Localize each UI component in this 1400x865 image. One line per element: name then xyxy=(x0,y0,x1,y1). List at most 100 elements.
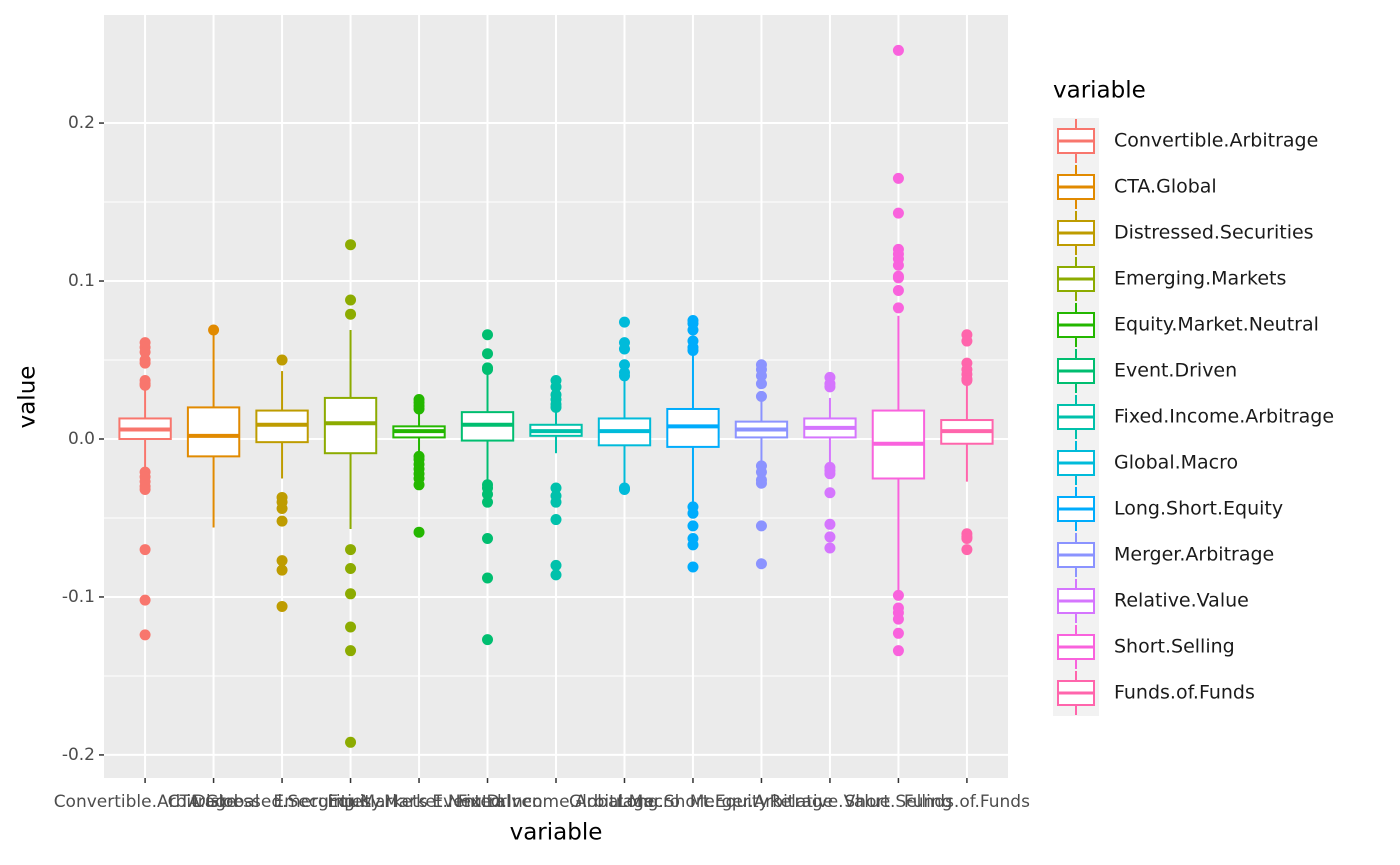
outlier xyxy=(892,645,904,657)
outlier xyxy=(276,354,288,366)
outlier xyxy=(276,564,288,576)
y-tick-label: 0.1 xyxy=(68,271,95,291)
legend-label: Event.Driven xyxy=(1114,360,1237,382)
box xyxy=(323,396,378,455)
outlier xyxy=(618,343,630,355)
y-tick-label: -0.2 xyxy=(62,745,95,765)
outlier xyxy=(139,629,151,641)
outlier xyxy=(892,259,904,271)
outlier xyxy=(139,357,151,369)
outlier xyxy=(139,379,151,391)
outlier xyxy=(892,272,904,284)
legend-label: Distressed.Securities xyxy=(1114,222,1314,244)
outlier xyxy=(961,544,973,556)
outlier xyxy=(550,559,562,571)
legend-label: Short.Selling xyxy=(1114,636,1235,658)
outlier xyxy=(961,533,973,545)
x-tick-label: Short.Selling xyxy=(844,792,952,812)
outlier xyxy=(755,477,767,489)
legend-title: variable xyxy=(1053,78,1146,104)
outlier xyxy=(345,544,357,556)
outlier xyxy=(482,533,494,545)
x-tick-label: Merger.Arbitrage xyxy=(690,792,833,812)
outlier xyxy=(345,588,357,600)
outlier xyxy=(892,613,904,625)
x-tick-label: Emerging.Markets xyxy=(273,792,427,812)
outlier xyxy=(892,302,904,314)
y-tick-label: -0.1 xyxy=(62,587,95,607)
x-tick-label: Distressed.Securities xyxy=(193,792,372,812)
outlier xyxy=(550,482,562,494)
outlier xyxy=(550,514,562,526)
outlier xyxy=(345,563,357,575)
x-tick-label: Long.Short.Equity xyxy=(617,792,768,812)
outlier xyxy=(413,479,425,491)
outlier xyxy=(687,561,699,573)
outlier xyxy=(550,401,562,413)
outlier xyxy=(961,335,973,347)
outlier xyxy=(345,736,357,748)
outlier xyxy=(345,308,357,320)
legend-label: Equity.Market.Neutral xyxy=(1114,314,1319,336)
outlier xyxy=(687,520,699,532)
outlier xyxy=(892,285,904,297)
outlier xyxy=(276,555,288,567)
box xyxy=(186,406,241,458)
outlier xyxy=(687,324,699,336)
legend-label: Funds.of.Funds xyxy=(1114,682,1255,704)
outlier xyxy=(618,370,630,382)
legend-label: Global.Macro xyxy=(1114,452,1238,474)
outlier xyxy=(482,572,494,584)
outlier xyxy=(961,375,973,387)
outlier xyxy=(755,390,767,402)
legend-label: CTA.Global xyxy=(1114,176,1217,198)
x-axis-title: variable xyxy=(510,820,603,846)
legend-label: Relative.Value xyxy=(1114,590,1249,612)
legend-label: Merger.Arbitrage xyxy=(1114,544,1274,566)
outlier xyxy=(824,531,836,543)
outlier xyxy=(139,594,151,606)
outlier xyxy=(550,496,562,508)
x-tick-label: Funds.of.Funds xyxy=(904,792,1030,812)
outlier xyxy=(824,487,836,499)
outlier xyxy=(687,507,699,519)
outlier xyxy=(618,484,630,496)
outlier xyxy=(550,381,562,393)
outlier xyxy=(755,466,767,478)
outlier xyxy=(482,348,494,360)
outlier xyxy=(687,345,699,357)
outlier xyxy=(482,496,494,508)
outlier xyxy=(139,484,151,496)
outlier xyxy=(482,363,494,375)
outlier xyxy=(892,589,904,601)
outlier xyxy=(276,600,288,612)
outlier xyxy=(824,468,836,480)
legend-label: Emerging.Markets xyxy=(1114,268,1286,290)
outlier xyxy=(482,488,494,500)
legend-label: Convertible.Arbitrage xyxy=(1114,130,1318,152)
outlier xyxy=(687,539,699,551)
y-tick-label: 0.2 xyxy=(68,113,95,133)
x-tick-label: Relative.Value xyxy=(770,792,891,812)
outlier xyxy=(892,207,904,219)
outlier xyxy=(824,542,836,554)
outlier xyxy=(345,294,357,306)
outlier xyxy=(413,526,425,538)
outlier xyxy=(755,558,767,570)
outlier xyxy=(413,403,425,415)
outlier xyxy=(139,544,151,556)
outlier xyxy=(824,381,836,393)
x-tick-label: Event.Driven xyxy=(432,792,542,812)
outlier xyxy=(345,239,357,251)
outlier xyxy=(345,621,357,633)
outlier xyxy=(618,316,630,328)
outlier xyxy=(892,627,904,639)
outlier xyxy=(755,378,767,390)
outlier xyxy=(345,645,357,657)
y-axis-title: value xyxy=(15,366,41,429)
outlier xyxy=(550,569,562,581)
outlier xyxy=(824,518,836,530)
y-tick-label: 0.0 xyxy=(68,429,95,449)
outlier xyxy=(482,634,494,646)
outlier xyxy=(482,329,494,341)
